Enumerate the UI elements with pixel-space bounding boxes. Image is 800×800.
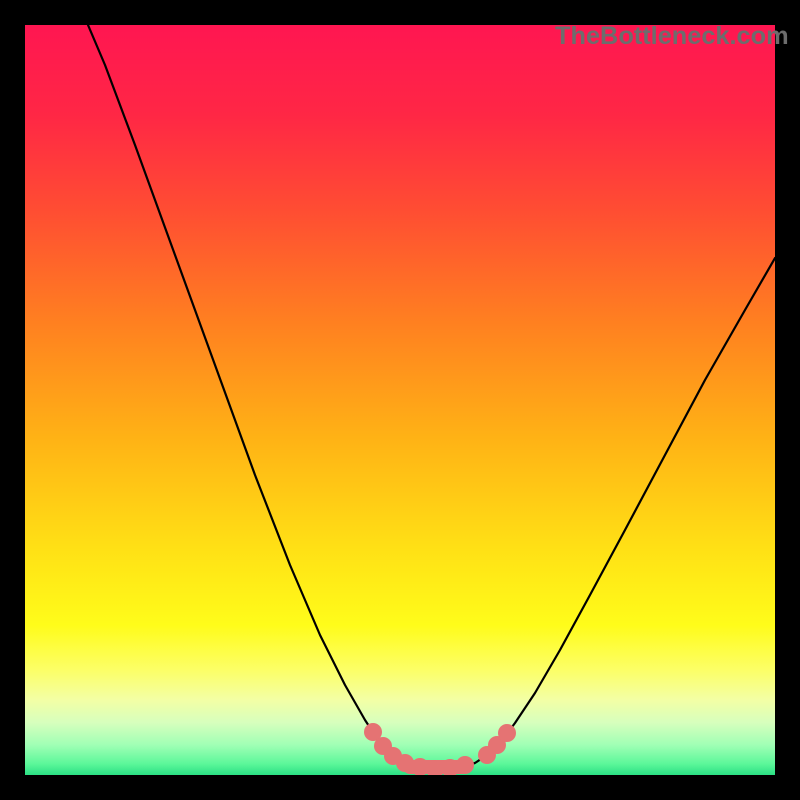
chart-container: TheBottleneck.com	[0, 0, 800, 800]
highlight-marker	[498, 724, 516, 742]
plot-area	[25, 25, 775, 775]
highlight-markers	[364, 723, 516, 775]
curve-overlay	[25, 25, 775, 775]
highlight-marker	[456, 756, 474, 774]
bottleneck-curve	[88, 25, 775, 769]
watermark-text: TheBottleneck.com	[555, 22, 789, 51]
